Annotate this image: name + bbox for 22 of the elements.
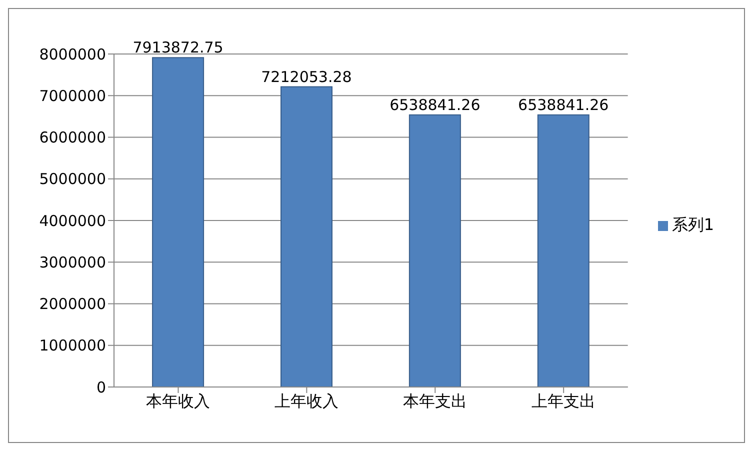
x-tick-label: 本年支出 [403,391,468,410]
y-tick-label: 8000000 [39,45,106,64]
x-tick-label: 上年收入 [274,391,339,410]
bar [408,114,461,387]
y-tick-label: 7000000 [39,86,106,105]
y-tick-label: 1000000 [39,336,106,355]
x-tick-label: 本年收入 [146,391,210,410]
bar [280,86,332,387]
data-label: 6538841.26 [518,96,609,114]
y-tick-label: 3000000 [39,253,106,272]
bar [537,114,590,387]
bar [152,57,204,387]
y-tick-label: 5000000 [39,170,106,188]
y-tick-label: 4000000 [39,212,106,230]
data-label: 7212053.28 [261,68,352,86]
data-label: 7913872.75 [132,38,224,57]
y-tick-label: 2000000 [39,295,106,314]
y-tick-label: 0 [96,378,106,396]
data-label: 6538841.26 [390,96,480,114]
y-tick-label: 6000000 [39,128,106,147]
legend-label: 系列1 [672,215,714,234]
x-tick-label: 上年支出 [532,391,596,410]
